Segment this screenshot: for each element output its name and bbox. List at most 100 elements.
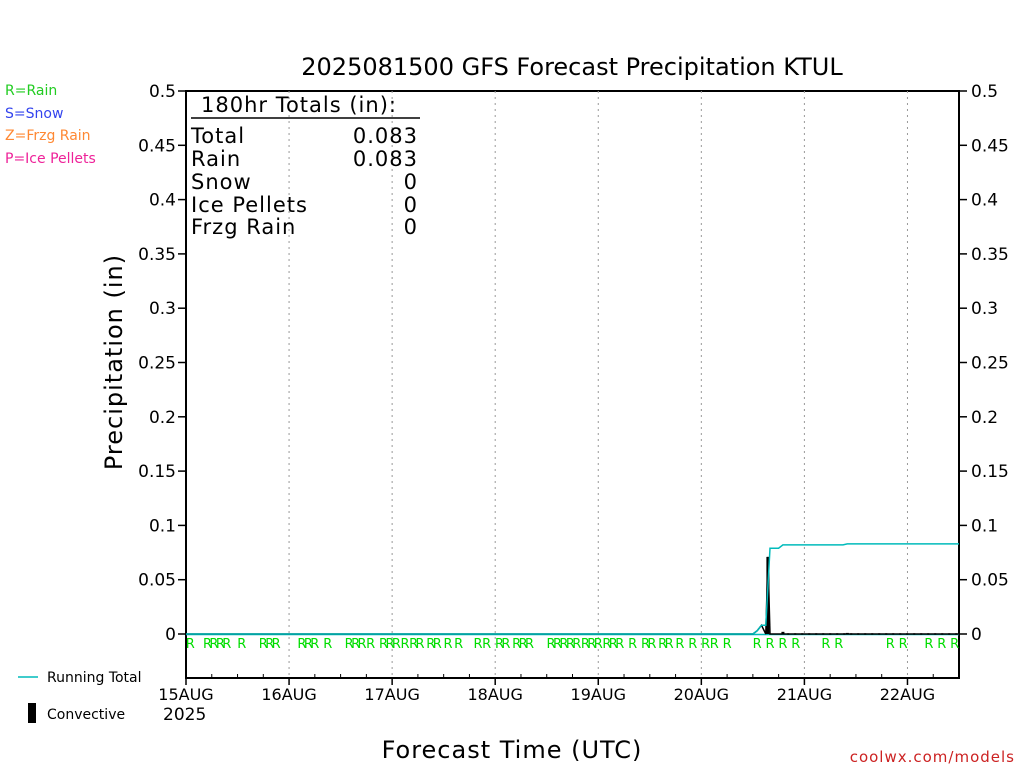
precip-type-marker: R xyxy=(237,637,246,652)
legend-freezing-rain: Z=Frzg Rain xyxy=(5,128,91,144)
precip-type-marker: R xyxy=(186,637,195,652)
precip-type-marker: R xyxy=(559,637,568,652)
x-tick-label: 21AUG xyxy=(777,685,832,704)
vertical-gridlines xyxy=(288,91,908,678)
precip-type-marker: R xyxy=(203,637,212,652)
precip-type-marker: R xyxy=(259,637,268,652)
precip-type-marker: R xyxy=(937,637,946,652)
precip-type-marker: R xyxy=(222,637,231,652)
precip-type-marker: R xyxy=(216,637,225,652)
precip-type-marker: R xyxy=(519,637,528,652)
precip-type-marker: R xyxy=(482,637,491,652)
precip-type-marker: R xyxy=(473,637,482,652)
y-tick-label-left: 0.15 xyxy=(138,462,176,482)
precip-type-marker: R xyxy=(675,637,684,652)
legend-ice-pellets: P=Ice Pellets xyxy=(5,151,96,167)
y-tick-label-right: 0.2 xyxy=(971,408,998,428)
y-tick-label-right: 0.05 xyxy=(971,571,1009,591)
precip-type-marker: R xyxy=(379,637,388,652)
precip-type-marker: R xyxy=(310,637,319,652)
precip-type-marker: R xyxy=(710,637,719,652)
precipitation-line xyxy=(186,556,959,635)
precip-type-marker: R xyxy=(323,637,332,652)
precip-type-marker: R xyxy=(512,637,521,652)
running-total-line xyxy=(186,543,959,635)
precip-type-marker: R xyxy=(581,637,590,652)
credit-text: coolwx.com/models xyxy=(850,748,1015,766)
precip-type-marker: R xyxy=(572,637,581,652)
totals-ice-pellets-label: Ice Pellets xyxy=(191,193,308,217)
precip-type-marker: R xyxy=(628,637,637,652)
precip-type-marker: R xyxy=(688,637,697,652)
precip-type-marker: R xyxy=(443,637,452,652)
precip-type-marker: R xyxy=(723,637,732,652)
y-tick-label-right: 0.5 xyxy=(971,82,998,102)
y-tick-label-left: 0 xyxy=(165,625,176,645)
precip-type-marker: R xyxy=(615,637,624,652)
totals-header: 180hr Totals (in): xyxy=(201,93,397,117)
precip-type-marker: R xyxy=(454,637,463,652)
precip-type-marker: R xyxy=(594,637,603,652)
y-axis-ticks: 0 00.05 0.050.1 0.10.15 0.150.2 0.20.25 0.250.… xyxy=(138,82,1009,645)
precip-type-marker: R xyxy=(701,637,710,652)
precip-type-marker: R xyxy=(304,637,313,652)
precip-type-marker: R xyxy=(665,637,674,652)
precip-type-marker: R xyxy=(416,637,425,652)
y-tick-label-right: 0.35 xyxy=(971,245,1009,265)
precip-type-marker: R xyxy=(400,637,409,652)
totals-total-label: Total xyxy=(190,124,245,148)
precip-type-marker: R xyxy=(602,637,611,652)
precip-type-marker: R xyxy=(778,637,787,652)
precip-type-marker: R xyxy=(409,637,418,652)
precip-type-marker: R xyxy=(821,637,830,652)
totals-total-value: 0.083 xyxy=(353,124,418,148)
totals-rain-label: Rain xyxy=(191,147,241,171)
precip-type-marker: R xyxy=(385,637,394,652)
precip-type-marker: R xyxy=(525,637,534,652)
year-label: 2025 xyxy=(163,705,206,725)
convective-bar xyxy=(781,631,785,634)
y-tick-label-left: 0.45 xyxy=(138,136,176,156)
precip-type-marker: R xyxy=(265,637,274,652)
precip-type-marker: R xyxy=(426,637,435,652)
x-axis-label: Forecast Time (UTC) xyxy=(382,736,643,764)
precip-type-marker: R xyxy=(297,637,306,652)
legend-snow: S=Snow xyxy=(5,106,63,122)
x-tick-label: 18AUG xyxy=(467,685,522,704)
precip-type-marker: R xyxy=(834,637,843,652)
y-tick-label-right: 0.45 xyxy=(971,136,1009,156)
precip-type-marker: R xyxy=(345,637,354,652)
precip-type-legend: R=Rain S=Snow Z=Frzg Rain P=Ice Pellets xyxy=(5,83,96,167)
y-tick-label-left: 0.35 xyxy=(138,245,176,265)
precip-type-marker: R xyxy=(791,637,800,652)
precip-type-marker: R xyxy=(924,637,933,652)
y-axis-label: Precipitation (in) xyxy=(100,254,128,470)
series-legend: Running Total Convective xyxy=(18,670,142,723)
y-tick-label-right: 0 xyxy=(971,625,982,645)
y-tick-label-right: 0.15 xyxy=(971,462,1009,482)
precip-type-marker: R xyxy=(899,637,908,652)
precip-type-marker: R xyxy=(641,637,650,652)
x-tick-label: 17AUG xyxy=(364,685,419,704)
precip-type-marker: R xyxy=(433,637,442,652)
precip-type-marker: R xyxy=(366,637,375,652)
precip-type-marker: R xyxy=(753,637,762,652)
totals-ice-pellets-value: 0 xyxy=(404,193,418,217)
precip-type-marker: R xyxy=(358,637,367,652)
x-tick-label: 19AUG xyxy=(571,685,626,704)
y-tick-label-left: 0.1 xyxy=(149,516,176,536)
y-tick-label-left: 0.4 xyxy=(149,191,176,211)
y-tick-label-left: 0.25 xyxy=(138,354,176,374)
y-tick-label-left: 0.5 xyxy=(149,82,176,102)
plot-frame xyxy=(185,90,960,679)
y-tick-label-left: 0.3 xyxy=(149,299,176,319)
precip-type-marker: R xyxy=(495,637,504,652)
precip-type-marker: R xyxy=(766,637,775,652)
running-total-legend-label: Running Total xyxy=(47,670,142,686)
chart-title: 2025081500 GFS Forecast Precipitation KT… xyxy=(301,53,843,81)
precip-type-marker: R xyxy=(501,637,510,652)
convective-swatch xyxy=(28,703,36,723)
totals-rain-value: 0.083 xyxy=(353,147,418,171)
